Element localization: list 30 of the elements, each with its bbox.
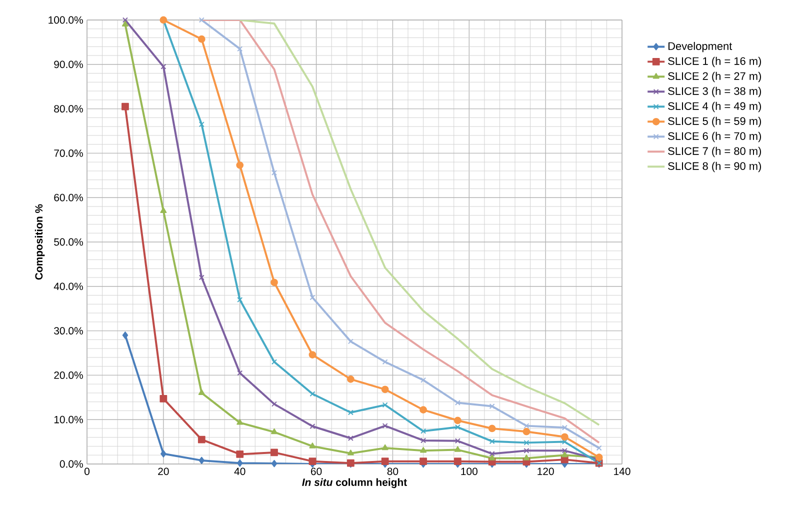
x-tick-label: 20 [158, 468, 169, 476]
y-tick-label: 40.0% [54, 282, 83, 290]
legend-label: SLICE 5 (h = 59 m) [668, 116, 761, 128]
legend-label: SLICE 3 (h = 38 m) [668, 86, 761, 98]
x-tick-label: 40 [234, 468, 246, 476]
legend-label: SLICE 4 (h = 49 m) [668, 102, 761, 112]
x-tick-label: 140 [614, 468, 630, 476]
x-tick-label: 120 [538, 468, 554, 476]
x-axis-title: In situ column height [302, 478, 407, 488]
y-axis-title: Composition % [34, 204, 45, 280]
legend-label: SLICE 2 (h = 27 m) [668, 72, 761, 82]
y-tick-label: 30.0% [54, 327, 83, 335]
legend-label: SLICE 8 (h = 90 m) [668, 162, 761, 172]
y-tick-label: 100.0% [48, 16, 83, 24]
x-tick-label: 100 [461, 468, 478, 476]
y-tick-label: 50.0% [54, 238, 83, 246]
y-tick-label: 20.0% [54, 372, 83, 379]
y-tick-label: 60.0% [54, 194, 83, 202]
x-tick-label: 80 [387, 468, 398, 476]
legend-label: SLICE 6 (h = 70 m) [668, 132, 761, 142]
legend-label: SLICE 1 (h = 16 m) [668, 56, 761, 68]
y-tick-label: 80.0% [54, 105, 83, 113]
x-tick-label: 60 [311, 468, 322, 476]
legend-label: Development [668, 42, 732, 52]
y-tick-label: 70.0% [54, 150, 83, 157]
legend-label: SLICE 7 (h = 80 m) [668, 146, 761, 158]
y-tick-label: 10.0% [54, 416, 83, 424]
y-tick-label: 0.0% [60, 460, 83, 468]
y-tick-label: 90.0% [54, 60, 83, 68]
x-tick-label: 0 [84, 468, 90, 476]
